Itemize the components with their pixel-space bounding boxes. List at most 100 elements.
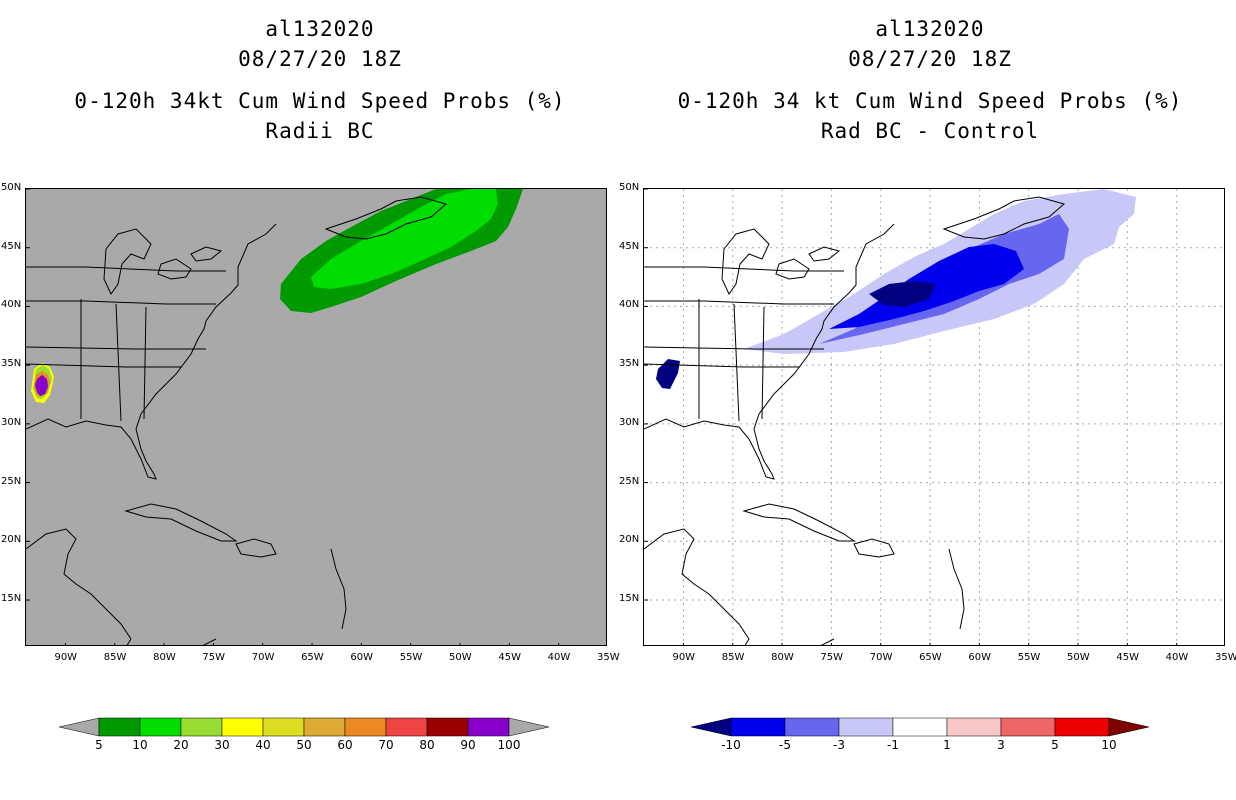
right-product: 0-120h 34 kt Cum Wind Speed Probs (%): [677, 89, 1183, 113]
right-lon-label: 75W: [820, 652, 844, 663]
colorbar-swatch: [180, 717, 223, 737]
right-difference-shading: [656, 189, 1136, 389]
canada-coast: [942, 196, 1066, 240]
colorbar-swatch: [838, 717, 894, 737]
colorbar-swatch: [426, 717, 469, 737]
us-east-coast: [644, 223, 895, 480]
colorbar-swatch: [892, 717, 948, 737]
colorbar-label: 10: [132, 738, 147, 752]
prob-100-area: [35, 375, 48, 396]
left-lat-label: 15N: [1, 593, 22, 605]
us-east-coast: [26, 223, 277, 480]
right-lat-label: 25N: [619, 475, 640, 487]
colorbar-swatch: [946, 717, 1002, 737]
left-grid-ticks: [26, 189, 560, 645]
left-lon-label: 50W: [449, 652, 472, 663]
colorbar-label: -3: [833, 738, 845, 752]
right-datetime: 08/27/20 18Z: [848, 47, 1012, 71]
colorbar-swatch: [1000, 717, 1056, 737]
left-lon-label: 75W: [202, 652, 226, 663]
colorbar-label: 90: [460, 738, 475, 752]
right-lon-label: 60W: [968, 652, 991, 663]
colorbar-label: 40: [255, 738, 270, 752]
lesser-antilles: [820, 548, 965, 645]
colorbar-label: 5: [1051, 738, 1059, 752]
left-lon-label: 60W: [350, 652, 373, 663]
left-map-panel: [25, 188, 607, 646]
colorbar-swatch: [467, 717, 510, 737]
right-lon-label: 35W: [1215, 652, 1236, 663]
left-lat-label: 35N: [1, 358, 22, 370]
right-grid: [644, 189, 1224, 645]
left-lon-label: 40W: [547, 652, 571, 663]
colorbar-swatch: [385, 717, 428, 737]
left-lon-label: 65W: [301, 652, 324, 663]
prob-20-area: [311, 189, 498, 289]
colorbar-label: -5: [779, 738, 791, 752]
left-map-svg: [26, 189, 560, 645]
colorbar-label: -10: [721, 738, 741, 752]
hispaniola: [235, 538, 277, 558]
left-probability-shading: [31, 189, 523, 403]
great-lakes: [721, 228, 841, 295]
cuba: [742, 503, 856, 542]
colorbar-swatch: [303, 717, 346, 737]
right-lat-label: 45N: [619, 240, 640, 252]
right-storm-id: al132020: [875, 17, 985, 41]
left-storm-id: al132020: [265, 17, 375, 41]
right-colorbar: -10 -5 -3 -1 1 3 5 10: [690, 717, 1150, 752]
colorbar-label: 80: [419, 738, 434, 752]
left-lat-label: 30N: [1, 416, 22, 428]
colorbar-label: -1: [887, 738, 899, 752]
cuba: [124, 503, 238, 542]
right-lat-label: 50N: [619, 182, 640, 193]
right-lon-label: 80W: [771, 652, 794, 663]
diff-minus10-area: [869, 281, 936, 307]
right-lat-label: 40N: [619, 299, 640, 311]
left-lon-label: 35W: [597, 652, 620, 663]
colorbar-right-arrow: [508, 717, 550, 737]
left-lon-label: 85W: [103, 652, 127, 663]
colorbar-label: 5: [95, 738, 103, 752]
left-product: 0-120h 34kt Cum Wind Speed Probs (%): [74, 89, 566, 113]
state-borders: [644, 266, 844, 422]
great-lakes: [103, 228, 223, 295]
right-coastlines: [644, 196, 1066, 645]
colorbar-label: 20: [173, 738, 188, 752]
right-lon-label: 50W: [1067, 652, 1090, 663]
colorbar-swatch: [139, 717, 182, 737]
left-lon-label: 80W: [153, 652, 176, 663]
right-title: al132020 08/27/20 18Z 0-120h 34 kt Cum W…: [630, 14, 1230, 146]
colorbar-swatch: [344, 717, 387, 737]
left-lat-label: 20N: [1, 534, 22, 546]
right-map-panel: [643, 188, 1225, 646]
colorbar-swatch: [1054, 717, 1110, 737]
left-lat-label: 50N: [1, 182, 22, 193]
left-lon-label: 45W: [498, 652, 521, 663]
diff-minus10-west: [656, 359, 680, 389]
right-lat-label: 30N: [619, 416, 640, 428]
lesser-antilles: [202, 548, 347, 645]
colorbar-swatch: [221, 717, 264, 737]
right-lat-label: 20N: [619, 534, 640, 546]
right-lat-label: 15N: [619, 593, 640, 605]
colorbar-label: 100: [498, 738, 521, 752]
left-datetime: 08/27/20 18Z: [238, 47, 402, 71]
left-lon-label: 70W: [251, 652, 275, 663]
left-coastlines: [26, 196, 448, 645]
central-america: [26, 528, 132, 645]
colorbar-label: 50: [296, 738, 311, 752]
left-lon-label: 55W: [399, 652, 423, 663]
right-lon-label: 45W: [1116, 652, 1139, 663]
left-lon-label: 90W: [54, 652, 78, 663]
colorbar-label: 70: [378, 738, 393, 752]
left-lat-label: 40N: [1, 299, 22, 311]
right-lon-label: 65W: [919, 652, 942, 663]
left-lat-label: 25N: [1, 475, 22, 487]
colorbar-swatch: [262, 717, 305, 737]
state-borders: [26, 266, 226, 422]
colorbar-right-arrow: [1108, 717, 1150, 737]
right-lat-label: 35N: [619, 358, 640, 370]
colorbar-label: 60: [337, 738, 352, 752]
colorbar-swatch: [730, 717, 786, 737]
